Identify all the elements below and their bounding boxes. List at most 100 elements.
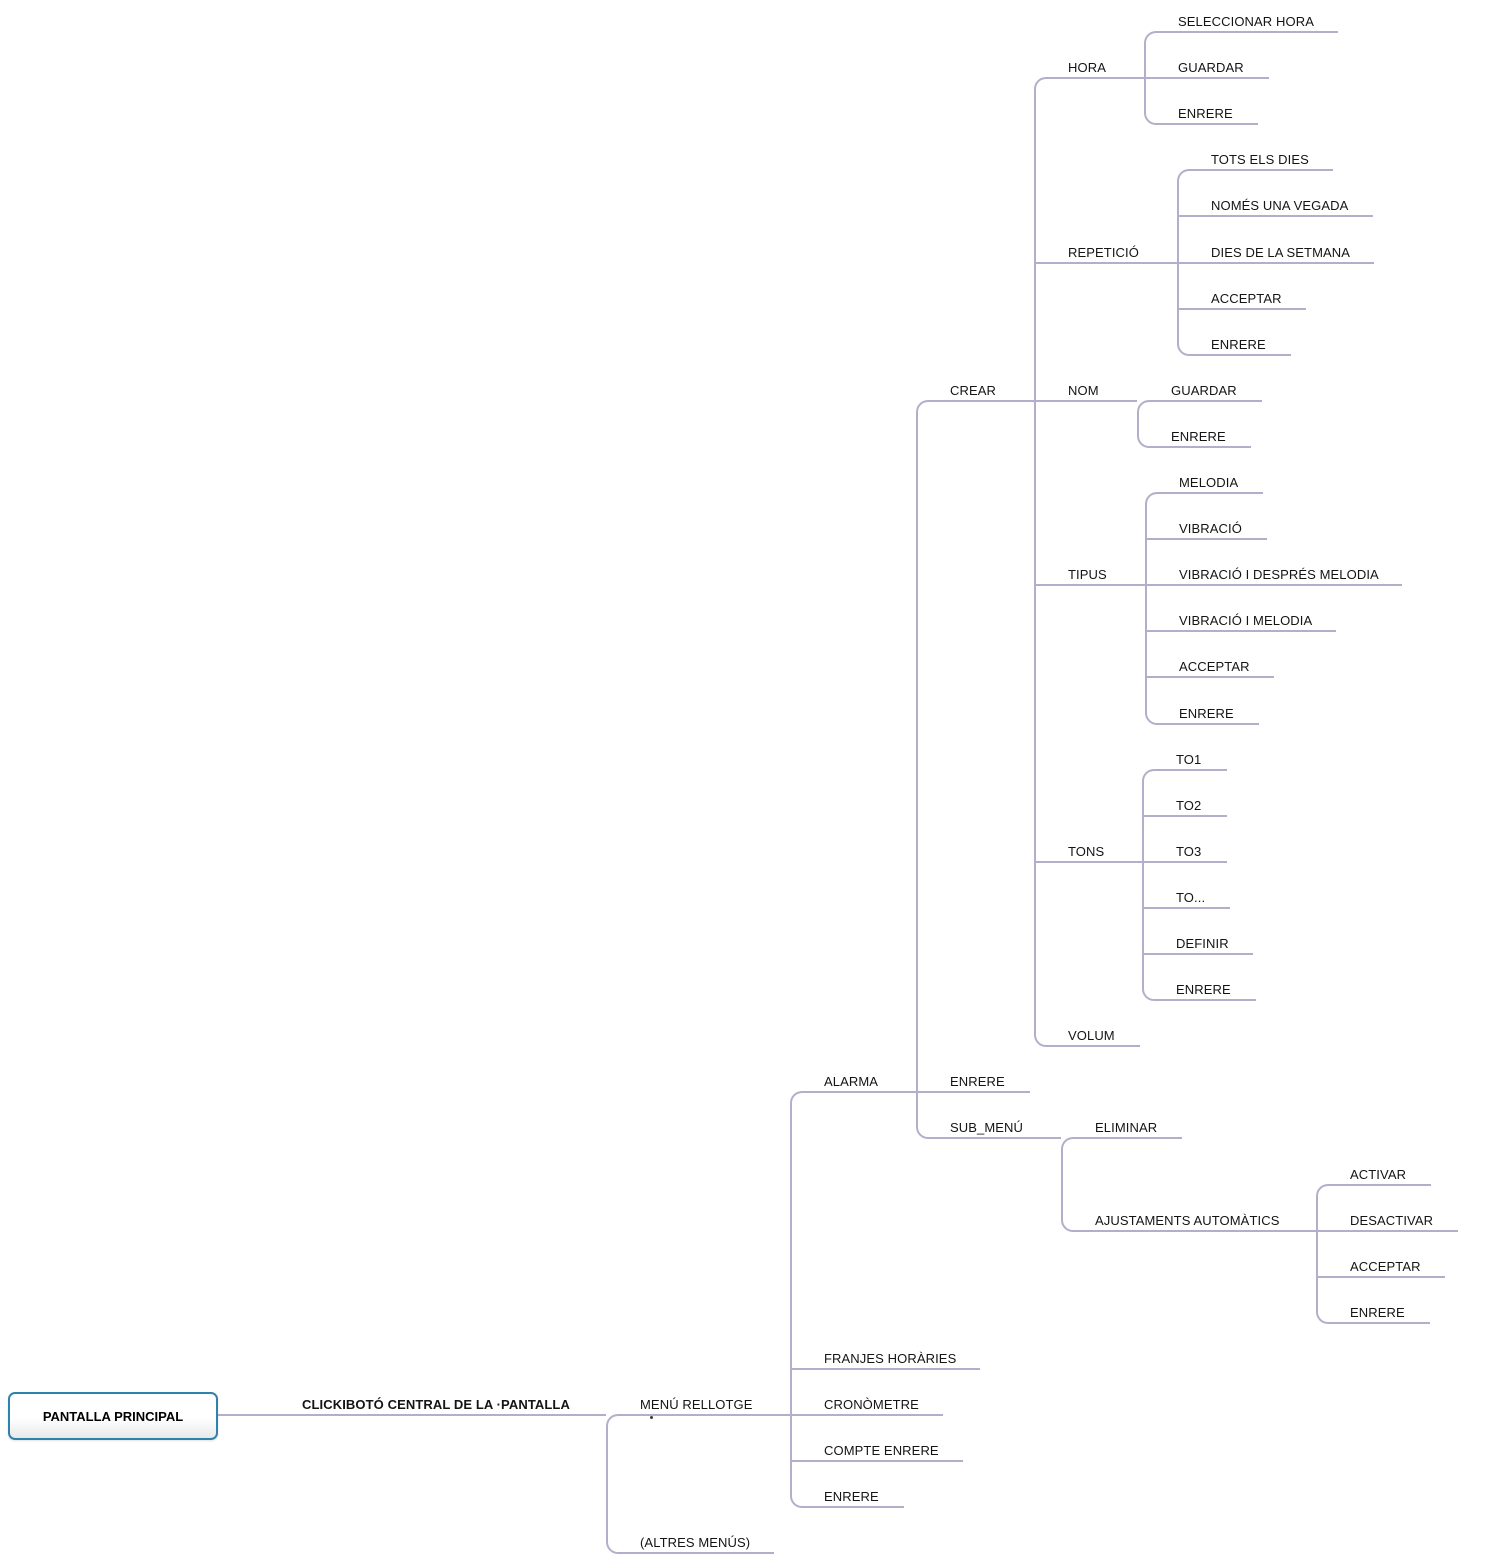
mindmap-node-label[interactable]: ENRERE xyxy=(1350,1305,1405,1320)
mindmap-node-label[interactable]: ELIMINAR xyxy=(1095,1120,1158,1135)
mindmap-node-label[interactable]: TO3 xyxy=(1176,844,1202,859)
edge-line xyxy=(1157,723,1259,725)
edge-line xyxy=(1145,538,1267,540)
mindmap-node-label[interactable]: TO2 xyxy=(1176,798,1202,813)
edge-line xyxy=(618,1414,790,1416)
mindmap-node-label[interactable]: GUARDAR xyxy=(1178,60,1244,75)
edge-bracket xyxy=(606,1414,620,1554)
edge-line xyxy=(790,1368,980,1370)
edge-line xyxy=(1177,215,1373,217)
edge-line xyxy=(1142,861,1227,863)
edge-line xyxy=(1157,492,1263,494)
edge-line xyxy=(1316,1230,1458,1232)
edge-line xyxy=(1046,1045,1140,1047)
mindmap-node-label[interactable]: REPETICIÓ xyxy=(1068,245,1139,260)
mindmap-node-label[interactable]: ACTIVAR xyxy=(1350,1167,1407,1182)
mindmap-node-label[interactable]: MENÚ RELLOTGE xyxy=(640,1397,753,1412)
mindmap-node-label[interactable]: TO... xyxy=(1176,890,1206,905)
mindmap-node-label[interactable]: (ALTRES MENÚS) xyxy=(640,1535,751,1550)
mindmap-node-label[interactable]: DIES DE LA SETMANA xyxy=(1211,245,1351,260)
edge-line xyxy=(1034,400,1137,402)
edge-line xyxy=(1149,446,1251,448)
edge-bracket xyxy=(1316,1184,1330,1324)
mindmap-node-label[interactable]: ACCEPTAR xyxy=(1179,659,1250,674)
mindmap-node-label[interactable]: ENRERE xyxy=(1176,982,1231,997)
edge-line xyxy=(1328,1184,1431,1186)
mindmap-node-label[interactable]: DESACTIVAR xyxy=(1350,1213,1434,1228)
edge-bracket xyxy=(916,400,930,1139)
edge-line xyxy=(1189,169,1333,171)
mindmap-node-label[interactable]: SELECCIONAR HORA xyxy=(1178,14,1314,29)
edge-line xyxy=(1034,262,1177,264)
mindmap-node-label[interactable]: ACCEPTAR xyxy=(1350,1259,1421,1274)
edge-line xyxy=(1149,400,1262,402)
edge-line xyxy=(1154,769,1227,771)
mindmap-node-label[interactable]: DEFINIR xyxy=(1176,936,1229,951)
mindmap-node-label[interactable]: CREAR xyxy=(950,383,997,398)
mindmap-node-label[interactable]: NOM xyxy=(1068,383,1099,398)
stray-mark xyxy=(650,1416,653,1419)
edge-line xyxy=(1154,999,1256,1001)
mindmap-node-label[interactable]: TO1 xyxy=(1176,752,1202,767)
edge-bracket xyxy=(790,1091,804,1508)
mindmap-node-label[interactable]: AJUSTAMENTS AUTOMÀTICS xyxy=(1095,1213,1280,1228)
mindmap-node-label[interactable]: ENRERE xyxy=(1178,106,1233,121)
edge-bracket xyxy=(1061,1137,1075,1232)
edge-line xyxy=(218,1414,606,1416)
edge-line xyxy=(1145,584,1402,586)
mindmap-node-label[interactable]: GUARDAR xyxy=(1171,383,1237,398)
edge-line xyxy=(1189,354,1291,356)
edge-bracket xyxy=(1137,400,1151,448)
root-node[interactable] xyxy=(8,1392,218,1440)
edge-bracket xyxy=(1145,492,1159,725)
mindmap-node-label[interactable]: ENRERE xyxy=(1171,429,1226,444)
mindmap-node-label[interactable]: ENRERE xyxy=(824,1489,879,1504)
mindmap-node-label[interactable]: CRONÒMETRE xyxy=(824,1397,919,1412)
edge-line xyxy=(1316,1276,1445,1278)
edge-line xyxy=(1145,676,1274,678)
edge-bracket xyxy=(1142,769,1156,1001)
edge-line xyxy=(1177,262,1374,264)
edge-line xyxy=(1142,815,1227,817)
edge-line xyxy=(928,1137,1061,1139)
mindmap-node-label[interactable]: COMPTE ENRERE xyxy=(824,1443,939,1458)
mindmap-node-label[interactable]: VIBRACIÓ xyxy=(1179,521,1242,536)
edge-line xyxy=(916,1091,1030,1093)
mindmap-node-label[interactable]: SUB_MENÚ xyxy=(950,1120,1024,1135)
mindmap-node-label[interactable]: ACCEPTAR xyxy=(1211,291,1282,306)
edge-line xyxy=(790,1460,963,1462)
edge-line xyxy=(790,1414,943,1416)
edge-line xyxy=(1145,630,1336,632)
mindmap-node-label[interactable]: HORA xyxy=(1068,60,1106,75)
mindmap-node-label[interactable]: NOMÉS UNA VEGADA xyxy=(1211,198,1349,213)
root-node-label: PANTALLA PRINCIPAL xyxy=(42,1408,184,1424)
edge-line xyxy=(802,1091,916,1093)
mindmap-node-label[interactable]: ENRERE xyxy=(1179,706,1234,721)
edge-line xyxy=(1034,584,1145,586)
edge-line xyxy=(1156,31,1338,33)
edge-bracket xyxy=(1034,77,1048,1047)
edge-line xyxy=(618,1552,774,1554)
edge-line xyxy=(1328,1322,1430,1324)
mindmap-node-label[interactable]: VIBRACIÓ I MELODIA xyxy=(1179,613,1313,628)
edge-line xyxy=(1177,308,1306,310)
mindmap-node-label[interactable]: VOLUM xyxy=(1068,1028,1115,1043)
mindmap-node-label[interactable]: ENRERE xyxy=(1211,337,1266,352)
mindmap-node-label[interactable]: TIPUS xyxy=(1068,567,1107,582)
edge-line xyxy=(1034,861,1142,863)
mindmap-node-label[interactable]: TONS xyxy=(1068,844,1105,859)
mindmap-node-label[interactable]: CLICKIBOTÓ CENTRAL DE LA ·PANTALLA xyxy=(302,1397,570,1412)
edge-line xyxy=(1046,77,1144,79)
edge-line xyxy=(802,1506,904,1508)
mindmap-node-label[interactable]: VIBRACIÓ I DESPRÉS MELODIA xyxy=(1179,567,1379,582)
edge-line xyxy=(1142,907,1230,909)
mindmap-node-label[interactable]: MELODIA xyxy=(1179,475,1239,490)
mindmap-node-label[interactable]: FRANJES HORÀRIES xyxy=(824,1351,957,1366)
mindmap-node-label[interactable]: TOTS ELS DIES xyxy=(1211,152,1309,167)
edge-line xyxy=(1156,123,1258,125)
edge-line xyxy=(1073,1137,1182,1139)
mindmap-node-label[interactable]: ENRERE xyxy=(950,1074,1005,1089)
edge-line xyxy=(1073,1230,1316,1232)
mindmap-node-label[interactable]: ALARMA xyxy=(824,1074,879,1089)
